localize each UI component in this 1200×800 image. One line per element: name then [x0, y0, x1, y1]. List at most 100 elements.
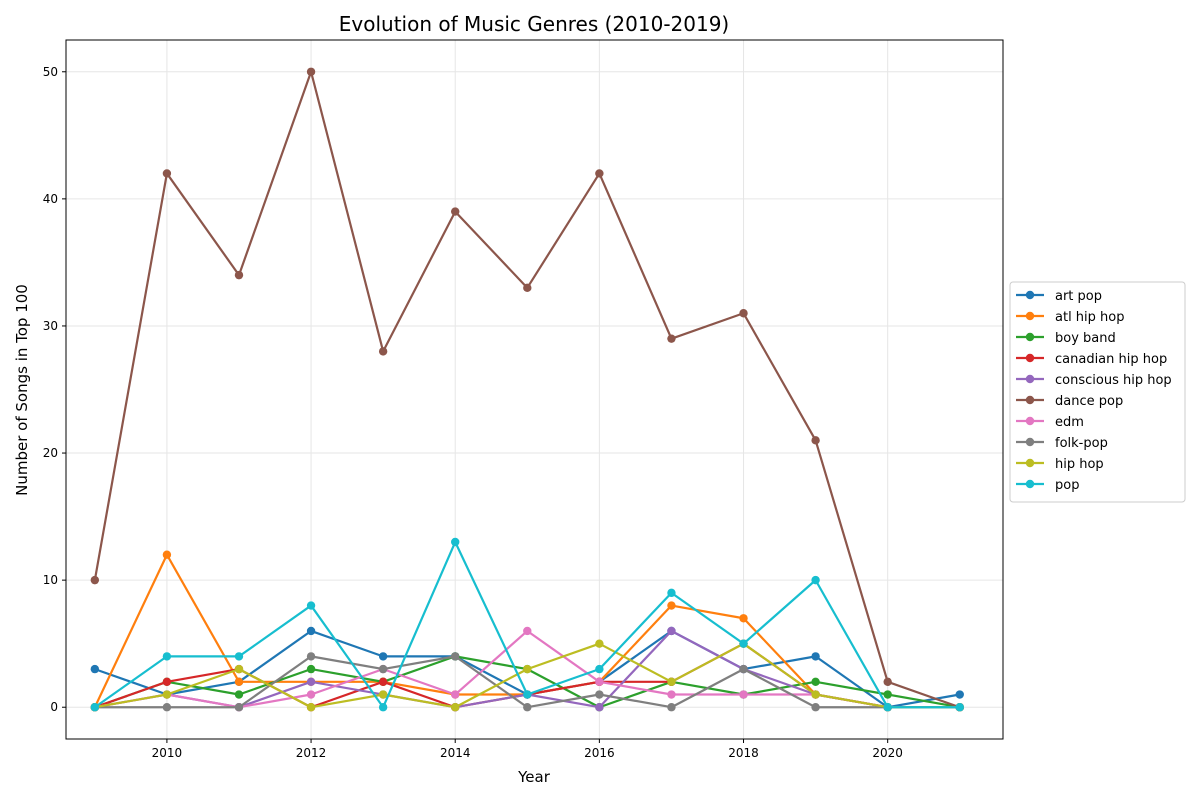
data-point	[378, 347, 388, 356]
y-axis-label: Number of Songs in Top 100	[13, 284, 31, 496]
data-point	[739, 664, 748, 674]
legend-marker	[1025, 332, 1035, 342]
data-point	[378, 690, 388, 699]
x-tick-label: 2016	[584, 746, 615, 760]
y-tick-label: 0	[50, 700, 58, 714]
legend-item: folk-pop	[1016, 436, 1108, 451]
data-point	[667, 677, 676, 687]
data-point	[306, 703, 316, 712]
legend-label: conscious hip hop	[1055, 373, 1172, 388]
legend: art pop atl hip hop boy band canadian hip h…	[1009, 281, 1186, 503]
legend-item: atl hip hop	[1016, 310, 1125, 325]
series-dance-pop	[90, 67, 964, 712]
data-point	[378, 652, 388, 661]
data-point	[667, 334, 676, 343]
legend-marker	[1025, 374, 1035, 384]
data-point	[234, 664, 244, 674]
y-tick-label: 50	[43, 65, 58, 79]
data-point	[595, 169, 604, 178]
legend-marker	[1025, 353, 1035, 363]
legend-label: folk-pop	[1055, 436, 1108, 451]
x-tick-label: 2014	[440, 746, 471, 760]
data-point	[162, 550, 172, 559]
data-point	[306, 67, 316, 76]
data-point	[451, 690, 460, 699]
data-point	[595, 690, 604, 699]
axes: 2010 2012 2014 2016 2018 2020 0 10 20 30 40 50	[43, 39, 1004, 760]
data-point	[451, 207, 460, 216]
data-point	[955, 690, 964, 699]
data-point	[451, 703, 460, 712]
series-folk-pop	[90, 652, 964, 712]
data-point	[306, 626, 316, 636]
series-line	[93, 70, 961, 709]
data-point	[162, 169, 172, 178]
legend-label: pop	[1055, 478, 1079, 493]
legend-marker	[1025, 458, 1035, 468]
data-point	[90, 703, 100, 712]
x-axis-label: Year	[517, 768, 551, 786]
legend-label: hip hop	[1055, 457, 1104, 472]
data-point	[667, 588, 676, 598]
legend-marker	[1025, 290, 1035, 300]
data-point	[667, 690, 676, 699]
data-point	[523, 690, 532, 699]
data-point	[523, 283, 532, 293]
legend-marker	[1025, 479, 1035, 489]
y-tick-label: 20	[43, 446, 58, 460]
data-point	[883, 703, 892, 712]
chart-title: Evolution of Music Genres (2010-2019)	[339, 12, 729, 36]
data-point	[883, 690, 892, 699]
data-point	[378, 664, 388, 674]
legend-label: boy band	[1055, 331, 1116, 346]
data-point	[667, 703, 676, 712]
grid-lines	[66, 40, 1003, 739]
legend-label: edm	[1055, 415, 1084, 430]
data-point	[811, 436, 820, 445]
data-point	[595, 664, 604, 674]
data-point	[306, 677, 316, 687]
data-point	[595, 677, 604, 687]
legend-item: art pop	[1016, 289, 1102, 304]
x-tick-label: 2020	[872, 746, 903, 760]
data-point	[667, 626, 676, 636]
data-point	[378, 703, 388, 712]
y-tick-label: 30	[43, 319, 58, 333]
legend-item: conscious hip hop	[1016, 373, 1172, 388]
legend-marker	[1025, 416, 1035, 426]
data-point	[162, 652, 172, 661]
data-point	[811, 677, 820, 687]
legend-label: art pop	[1055, 289, 1102, 304]
x-tick-label: 2012	[296, 746, 327, 760]
data-point	[883, 677, 892, 687]
series-line	[94, 540, 960, 709]
data-point	[234, 703, 244, 712]
legend-item: boy band	[1016, 331, 1116, 346]
data-point	[739, 309, 748, 318]
legend-item: hip hop	[1016, 457, 1104, 472]
data-point	[595, 639, 604, 648]
plot-frame	[65, 39, 1004, 740]
series-pop	[90, 537, 964, 712]
x-tick-label: 2018	[728, 746, 759, 760]
legend-marker	[1025, 437, 1035, 447]
data-point	[306, 652, 316, 661]
y-tick-label: 10	[43, 573, 58, 587]
data-point	[523, 664, 532, 674]
data-point	[162, 677, 172, 687]
series-line	[94, 655, 960, 709]
data-point	[451, 652, 460, 661]
data-point	[739, 690, 748, 699]
data-point	[811, 575, 820, 585]
data-point	[234, 690, 244, 699]
legend-box	[1009, 281, 1186, 503]
data-point	[739, 614, 748, 623]
x-tick-label: 2010	[152, 746, 183, 760]
data-point	[811, 652, 820, 661]
data-point	[451, 537, 460, 547]
data-point	[162, 703, 172, 712]
legend-marker	[1025, 395, 1035, 405]
legend-item: canadian hip hop	[1016, 352, 1167, 367]
